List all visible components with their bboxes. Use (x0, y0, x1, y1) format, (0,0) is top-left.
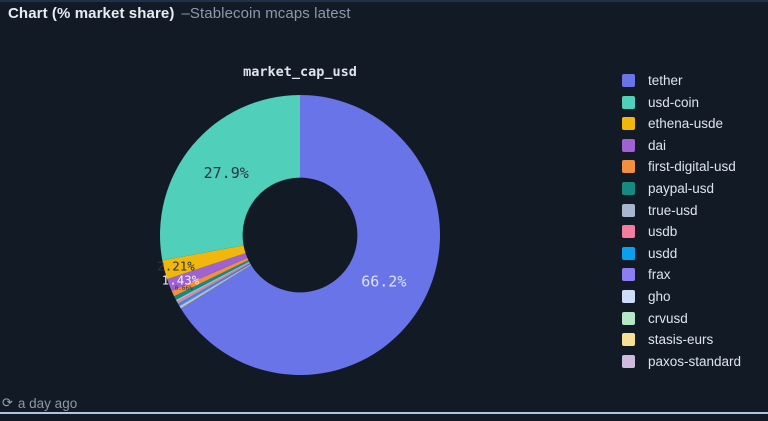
chart-title: market_cap_usd (243, 64, 357, 80)
legend-label: tether (648, 73, 683, 88)
last-updated-text: a day ago (17, 395, 78, 411)
pie-slice-ethena-usde[interactable] (162, 245, 246, 280)
pie-slice-frax[interactable] (178, 263, 251, 307)
legend-item-ethena-usde[interactable]: ethena-usde (622, 117, 741, 130)
slice-label-dai: 1.43% (162, 272, 200, 287)
legend-swatch-usdd (622, 246, 635, 260)
slice-label-usd-coin: 27.9% (204, 164, 249, 182)
pie-slice-usdb[interactable] (177, 262, 250, 304)
legend-label: first-digital-usd (648, 159, 736, 175)
pie-slice-tether[interactable] (180, 95, 441, 376)
bottom-border (0, 412, 768, 414)
page-title: Chart (% market share) (8, 5, 175, 22)
pie-slice-paypal-usd[interactable] (174, 260, 250, 300)
legend-swatch-dai (622, 138, 635, 152)
slice-label-first-digital-usd: 0.66% (175, 285, 193, 292)
legend-item-crvusd[interactable]: crvusd (622, 310, 741, 326)
legend-swatch-paxos-standard (622, 354, 635, 368)
pie-slice-paxos-standard[interactable] (180, 265, 252, 309)
legend-item-tether[interactable]: tether (622, 74, 741, 87)
legend-label: true-usd (648, 202, 698, 218)
pie-slice-crvusd[interactable] (180, 264, 251, 308)
page-subtitle: –Stablecoin mcaps latest (181, 5, 351, 22)
legend-item-usdd[interactable]: usdd (622, 247, 741, 260)
legend-item-gho[interactable]: gho (622, 290, 741, 303)
legend-item-usd-coin[interactable]: usd-coin (622, 94, 741, 110)
pie-slice-usd-coin[interactable] (160, 95, 300, 261)
legend-label: usdd (648, 245, 678, 261)
legend-swatch-crvusd (622, 311, 635, 325)
legend-label: dai (648, 137, 667, 153)
slice-label-ethena-usde: 2.21% (157, 258, 195, 273)
legend-swatch-stasis-eurs (622, 333, 635, 347)
slice-label-tether: 66.2% (361, 272, 406, 290)
legend-swatch-gho (622, 289, 635, 303)
legend-swatch-usd-coin (622, 95, 635, 109)
legend-label: paypal-usd (648, 180, 715, 196)
legend-swatch-frax (622, 268, 635, 282)
legend-swatch-usdb (622, 225, 635, 239)
legend-swatch-true-usd (622, 203, 635, 217)
donut-chart[interactable]: 66.2% 0.66%1.43%2.21% 27.9% (150, 85, 450, 385)
legend-label: usdb (648, 224, 678, 240)
legend-label: crvusd (648, 310, 688, 326)
legend-label: frax (648, 267, 671, 283)
legend-item-paypal-usd[interactable]: paypal-usd (622, 182, 741, 195)
legend-item-stasis-eurs[interactable]: stasis-eurs (622, 333, 741, 346)
pie-slice-dai[interactable] (167, 253, 248, 291)
pie-slice-true-usd[interactable] (175, 261, 250, 302)
legend-label: gho (648, 288, 671, 304)
pie-slice-first-digital-usd[interactable] (171, 257, 249, 297)
legend-swatch-ethena-usde (622, 117, 635, 131)
legend-item-paxos-standard[interactable]: paxos-standard (622, 353, 742, 369)
legend: tether usd-coin ethena-usde dai first-digita… (622, 74, 741, 376)
legend-label: ethena-usde (648, 116, 724, 132)
top-border (0, 0, 768, 2)
legend-swatch-tether (622, 74, 635, 87)
widget-header: Chart (% market share) –Stablecoin mcaps … (8, 5, 351, 22)
legend-item-first-digital-usd[interactable]: first-digital-usd (622, 159, 741, 175)
pie-slice-stasis-eurs[interactable] (180, 264, 252, 309)
legend-item-frax[interactable]: frax (622, 267, 741, 283)
legend-label: paxos-standard (648, 353, 742, 369)
last-updated-row: ⟳ a day ago (2, 395, 77, 411)
pie-slice-gho[interactable] (179, 264, 251, 308)
legend-item-dai[interactable]: dai (622, 139, 741, 152)
legend-swatch-first-digital-usd (622, 160, 635, 174)
legend-label: usd-coin (648, 94, 700, 110)
pie-slice-usdd[interactable] (178, 263, 251, 306)
legend-item-true-usd[interactable]: true-usd (622, 202, 741, 218)
legend-label: stasis-eurs (648, 332, 714, 348)
legend-swatch-paypal-usd (622, 181, 635, 195)
refresh-icon: ⟳ (2, 395, 13, 410)
legend-item-usdb[interactable]: usdb (622, 225, 741, 238)
